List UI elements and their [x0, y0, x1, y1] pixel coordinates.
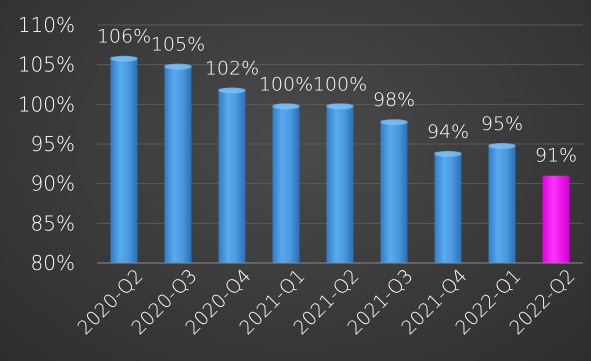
bar-2021-Q3	[380, 120, 408, 263]
bar-cap	[218, 87, 246, 94]
bar-cap	[110, 55, 138, 62]
bar-cap	[272, 103, 300, 110]
y-tick-label: 105%	[18, 53, 75, 77]
data-label: 95%	[481, 113, 523, 135]
data-label: 102%	[205, 57, 259, 79]
bar-2021-Q4	[434, 151, 462, 263]
bar-2022-Q1	[488, 144, 516, 263]
y-tick-label: 95%	[31, 132, 75, 156]
bar-2020-Q4	[218, 88, 246, 263]
bar-cap	[488, 143, 516, 149]
data-label: 100%	[313, 73, 367, 95]
data-label: 106%	[97, 26, 151, 48]
data-label: 105%	[151, 34, 205, 56]
bar-2021-Q2	[326, 104, 354, 263]
bar-2020-Q3	[164, 64, 192, 264]
bar-2020-Q2	[110, 56, 138, 263]
data-label: 91%	[535, 145, 577, 167]
x-axis-categories: 2020-Q22020-Q32020-Q42021-Q12021-Q22021-…	[73, 265, 579, 339]
y-tick-label: 100%	[18, 92, 75, 116]
y-tick-label: 110%	[18, 13, 75, 37]
bar-cap	[164, 63, 192, 70]
bar-2022-Q2	[542, 175, 570, 263]
data-labels: 106% 105%102%100% 100%98%94% 95%91%	[97, 26, 577, 167]
y-tick-label: 90%	[31, 172, 75, 196]
data-label: 94%	[427, 121, 469, 143]
bar-cap	[434, 150, 462, 157]
data-label: 98%	[373, 89, 415, 111]
bar-2021-Q1	[272, 104, 300, 263]
y-tick-label: 80%	[31, 251, 75, 275]
bar-cap	[326, 103, 354, 110]
data-label: 100%	[259, 73, 313, 95]
y-axis-ticks: 80% 85% 90% 95% 100% 105% 110%	[18, 13, 75, 275]
y-tick-label: 85%	[31, 211, 75, 235]
bar-cap	[380, 119, 408, 126]
bars	[110, 55, 570, 264]
